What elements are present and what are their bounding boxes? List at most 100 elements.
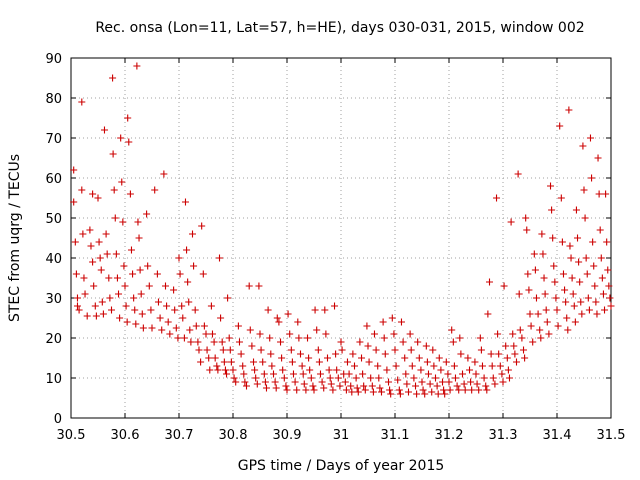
data-point-marker bbox=[109, 74, 117, 82]
data-point-marker bbox=[504, 366, 512, 374]
y-tick-label: 50 bbox=[45, 212, 62, 227]
data-point-marker bbox=[235, 338, 243, 346]
data-point-marker bbox=[316, 370, 324, 378]
data-point-marker bbox=[198, 222, 206, 230]
data-point-marker bbox=[124, 114, 132, 122]
data-point-marker bbox=[585, 306, 593, 314]
data-point-marker bbox=[145, 282, 153, 290]
data-point-marker bbox=[208, 330, 216, 338]
data-point-marker bbox=[223, 370, 231, 378]
data-point-marker bbox=[582, 254, 590, 262]
data-point-marker bbox=[606, 294, 614, 302]
data-point-marker bbox=[214, 366, 222, 374]
x-tick-label: 30.6 bbox=[111, 428, 140, 443]
data-point-marker bbox=[435, 354, 443, 362]
data-point-marker bbox=[314, 346, 322, 354]
data-point-marker bbox=[333, 366, 341, 374]
data-point-marker bbox=[110, 186, 118, 194]
data-point-marker bbox=[476, 334, 484, 342]
data-point-marker bbox=[226, 346, 234, 354]
data-point-marker bbox=[156, 314, 164, 322]
data-point-marker bbox=[422, 342, 430, 350]
data-point-marker bbox=[175, 254, 183, 262]
data-point-marker bbox=[364, 342, 372, 350]
data-point-marker bbox=[429, 346, 437, 354]
y-tick-label: 60 bbox=[45, 172, 62, 187]
data-point-marker bbox=[484, 310, 492, 318]
data-point-marker bbox=[578, 310, 586, 318]
grid-lines bbox=[71, 58, 611, 418]
data-point-marker bbox=[192, 322, 200, 330]
data-point-marker bbox=[534, 310, 542, 318]
data-point-marker bbox=[448, 326, 456, 334]
data-point-marker bbox=[399, 338, 407, 346]
data-point-marker bbox=[550, 262, 558, 270]
data-point-marker bbox=[232, 378, 240, 386]
data-point-marker bbox=[417, 366, 425, 374]
data-point-marker bbox=[148, 324, 156, 332]
data-point-marker bbox=[200, 322, 208, 330]
data-point-marker bbox=[261, 378, 269, 386]
data-point-marker bbox=[278, 354, 286, 362]
data-point-marker bbox=[483, 386, 491, 394]
data-point-marker bbox=[253, 380, 261, 388]
data-point-marker bbox=[385, 378, 393, 386]
data-point-marker bbox=[579, 142, 587, 150]
data-point-marker bbox=[243, 382, 250, 390]
data-point-marker bbox=[545, 330, 553, 338]
data-point-marker bbox=[131, 306, 139, 314]
data-point-marker bbox=[294, 318, 302, 326]
data-point-marker bbox=[541, 290, 549, 298]
data-point-marker bbox=[174, 334, 182, 342]
data-point-marker bbox=[334, 374, 342, 382]
data-point-marker bbox=[572, 206, 580, 214]
data-point-marker bbox=[113, 274, 121, 282]
data-point-marker bbox=[180, 334, 188, 342]
data-point-marker bbox=[310, 386, 318, 394]
data-point-marker bbox=[164, 318, 172, 326]
data-point-marker bbox=[202, 330, 210, 338]
data-point-marker bbox=[191, 306, 199, 314]
data-point-marker bbox=[108, 306, 115, 314]
x-tick-label: 30.8 bbox=[219, 428, 248, 443]
data-point-marker bbox=[273, 314, 281, 322]
data-point-marker bbox=[558, 238, 566, 246]
data-point-marker bbox=[604, 266, 612, 274]
data-point-marker bbox=[391, 346, 399, 354]
data-point-marker bbox=[341, 378, 349, 386]
data-point-marker bbox=[540, 274, 548, 282]
data-point-marker bbox=[227, 358, 235, 366]
data-point-marker bbox=[207, 302, 215, 310]
data-point-marker bbox=[181, 198, 189, 206]
data-point-marker bbox=[185, 298, 193, 306]
data-point-marker bbox=[569, 290, 577, 298]
data-point-marker bbox=[526, 310, 534, 318]
data-point-marker bbox=[374, 362, 382, 370]
data-point-marker bbox=[473, 380, 481, 388]
data-point-marker bbox=[449, 338, 457, 346]
data-point-marker bbox=[275, 318, 283, 326]
data-point-marker bbox=[505, 374, 513, 382]
data-point-marker bbox=[375, 374, 383, 382]
data-point-marker bbox=[298, 362, 306, 370]
data-point-marker bbox=[220, 358, 228, 366]
data-point-marker bbox=[96, 254, 104, 262]
data-point-marker bbox=[553, 306, 561, 314]
data-point-marker bbox=[566, 242, 574, 250]
data-point-marker bbox=[295, 334, 303, 342]
y-tick-labels: 0 10 20 30 40 50 60 70 80 90 bbox=[45, 52, 62, 427]
data-point-marker bbox=[353, 384, 361, 392]
data-point-marker bbox=[557, 194, 565, 202]
data-point-marker bbox=[280, 374, 288, 382]
data-point-marker bbox=[75, 306, 83, 314]
data-point-marker bbox=[119, 218, 127, 226]
data-point-marker bbox=[221, 366, 229, 374]
data-point-marker bbox=[493, 194, 501, 202]
data-point-marker bbox=[590, 262, 598, 270]
data-point-marker bbox=[602, 190, 610, 198]
data-point-marker bbox=[516, 326, 524, 334]
data-point-marker bbox=[488, 362, 496, 370]
data-point-marker bbox=[125, 138, 133, 146]
data-point-marker bbox=[219, 346, 227, 354]
